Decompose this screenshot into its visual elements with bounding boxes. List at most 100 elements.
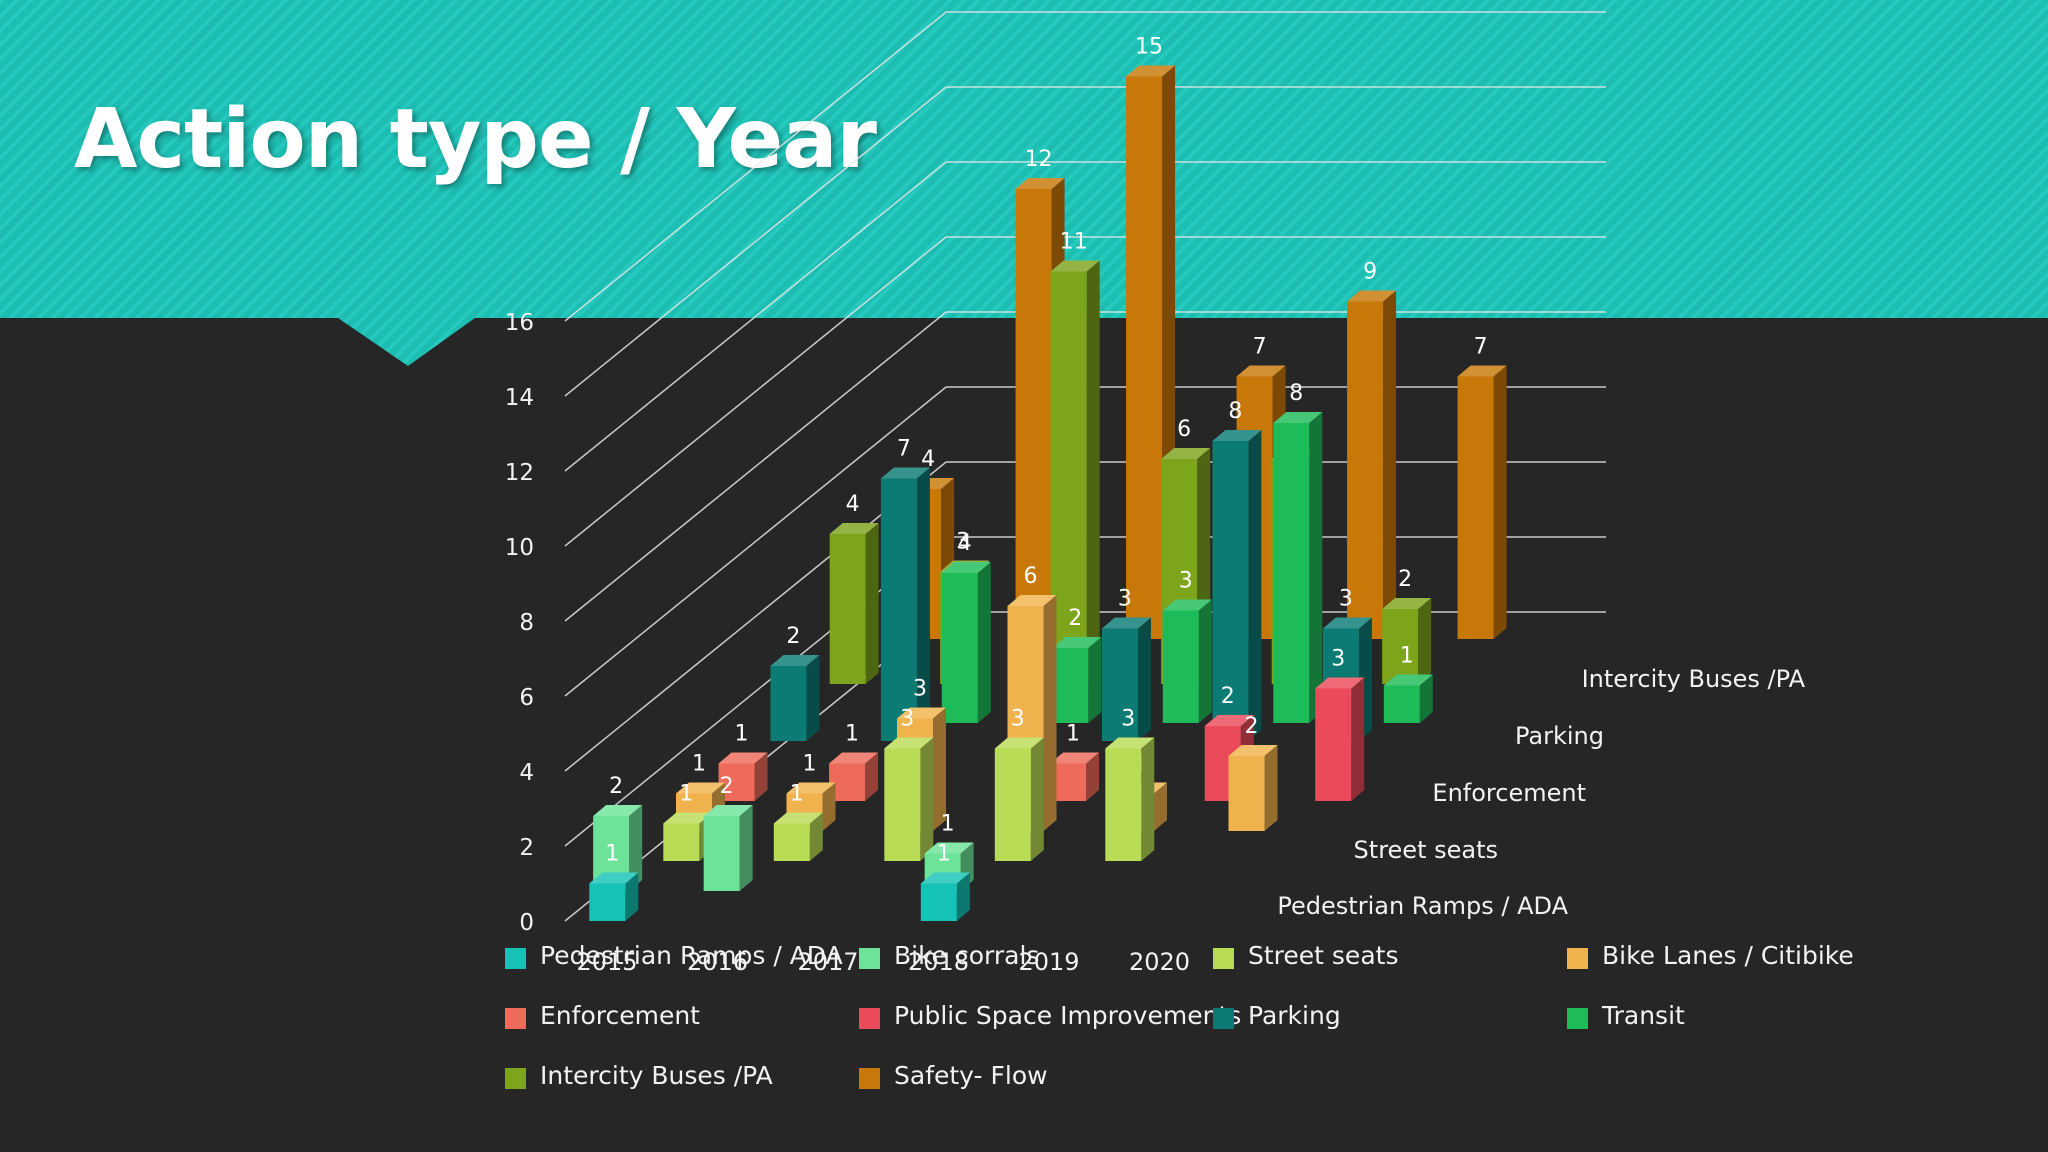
bar-front: [1101, 628, 1138, 741]
data-label: 3: [1011, 707, 1025, 732]
data-label: 1: [692, 752, 706, 777]
data-label: 1: [605, 842, 619, 867]
data-label: 11: [1060, 230, 1088, 255]
depth-tick-label: Pedestrian Ramps / ADA: [1277, 892, 1568, 920]
bar-front: [1383, 685, 1420, 723]
bar-top: [924, 842, 974, 854]
data-label: 3: [1121, 707, 1135, 732]
bar-bike-corrals-2016: 2: [703, 774, 753, 891]
bar-top: [1007, 595, 1057, 606]
data-label: 1: [679, 782, 693, 807]
bar-top: [1101, 617, 1151, 629]
data-label: 4: [958, 531, 972, 556]
bar-parking-2015: 2: [770, 624, 820, 741]
data-label: 1: [1400, 644, 1414, 669]
bar-front: [703, 816, 740, 891]
bar-top: [1347, 290, 1397, 302]
bar-top: [1273, 412, 1323, 423]
bar-side: [1088, 637, 1102, 723]
data-label: 8: [1289, 381, 1303, 406]
depth-tick-label: Parking: [1515, 722, 1604, 750]
legend-label: Street seats: [1248, 940, 1399, 970]
data-label: 4: [846, 492, 860, 517]
bar-top: [1322, 617, 1372, 629]
bar-top: [1457, 365, 1507, 377]
data-label: 4: [921, 447, 935, 472]
gridline-side: [564, 311, 947, 622]
bar-top: [786, 782, 836, 794]
bar-side: [629, 805, 643, 891]
depth-axis-labels: Pedestrian Ramps / ADA Street seats Enforc…: [1277, 665, 1805, 920]
bar-front: [1015, 189, 1052, 639]
slide-title: Action type / Year: [74, 92, 877, 187]
bar-top: [1126, 65, 1176, 77]
bar-front: [1382, 609, 1419, 684]
legend-label: Public Space Improvements: [894, 1000, 1242, 1030]
bar-side: [977, 562, 991, 723]
data-label: 6: [1024, 564, 1038, 589]
bar-side: [1086, 260, 1100, 684]
bar-street-seats-2016: 1: [773, 782, 823, 861]
bar-top: [1204, 715, 1254, 726]
bar-safety-flow-2020: 7: [1457, 335, 1507, 639]
legend-label: Enforcement: [540, 1000, 700, 1030]
x-tick-label: 2019: [1018, 948, 1079, 976]
bar-top: [1162, 599, 1212, 611]
bar-top: [897, 707, 946, 719]
bar-side: [1493, 365, 1507, 639]
x-tick-label: 2015: [576, 948, 637, 976]
bar-top: [770, 655, 820, 666]
bar-top: [1315, 677, 1365, 689]
bar-street-seats-2018: 3: [994, 707, 1044, 861]
y-tick-label: 12: [505, 460, 534, 486]
bar-bike-corrals-2018: 1: [924, 812, 974, 891]
bar-side: [1419, 674, 1433, 723]
bar-front: [1457, 376, 1494, 639]
bar-top: [920, 872, 970, 884]
bar-front: [589, 883, 626, 921]
chart-bars: 4121579743116624238127383111231136121133…: [589, 35, 1507, 921]
data-label: 1: [845, 722, 859, 747]
data-label: 3: [1118, 587, 1132, 612]
bar-front: [1315, 688, 1352, 801]
bar-top: [1161, 448, 1211, 459]
bar-side: [933, 707, 946, 831]
bar-intercity-buses-pa-2015: 4: [829, 492, 879, 684]
bar-side: [1418, 598, 1432, 684]
bar-bike-lanes-citibike-2016: 1: [786, 752, 836, 831]
bar-front: [1212, 441, 1249, 741]
bar-transit-2016: 4: [941, 531, 991, 723]
bar-top: [676, 782, 725, 794]
bar-top: [1212, 430, 1262, 441]
bar-enforcement-2016: 1: [829, 722, 879, 801]
data-label: 1: [941, 812, 955, 837]
data-label: 7: [1253, 335, 1267, 360]
data-label: 3: [900, 707, 914, 732]
bar-parking-2018: 3: [1101, 587, 1151, 741]
legend-label: Pedestrian Ramps / ADA: [540, 940, 843, 970]
legend-swatch: [1567, 1007, 1588, 1029]
gridline-side: [564, 236, 947, 547]
bar-front: [829, 534, 866, 684]
bar-top: [663, 812, 713, 824]
data-label: 1: [937, 842, 951, 867]
bar-side: [1043, 595, 1057, 831]
y-tick-label: 0: [519, 910, 534, 936]
bar-side: [822, 782, 836, 831]
bar-front: [1162, 610, 1199, 723]
y-tick-label: 14: [505, 385, 534, 411]
bar-side: [865, 523, 879, 684]
legend-label: Transit: [1602, 1000, 1685, 1030]
bar-front: [1105, 748, 1142, 861]
data-label: 2: [1245, 714, 1259, 739]
legend-item-street-seats: Street seats: [1213, 935, 1567, 975]
bar-parking-2016: 7: [880, 437, 930, 741]
legend-label: Parking: [1248, 1000, 1341, 1030]
bar-top: [880, 467, 930, 479]
bar-top: [703, 805, 753, 816]
data-label: 2: [1398, 567, 1412, 592]
bar-top: [1015, 178, 1065, 189]
bar-parking-2019: 8: [1212, 399, 1262, 741]
bar-top: [718, 752, 768, 764]
